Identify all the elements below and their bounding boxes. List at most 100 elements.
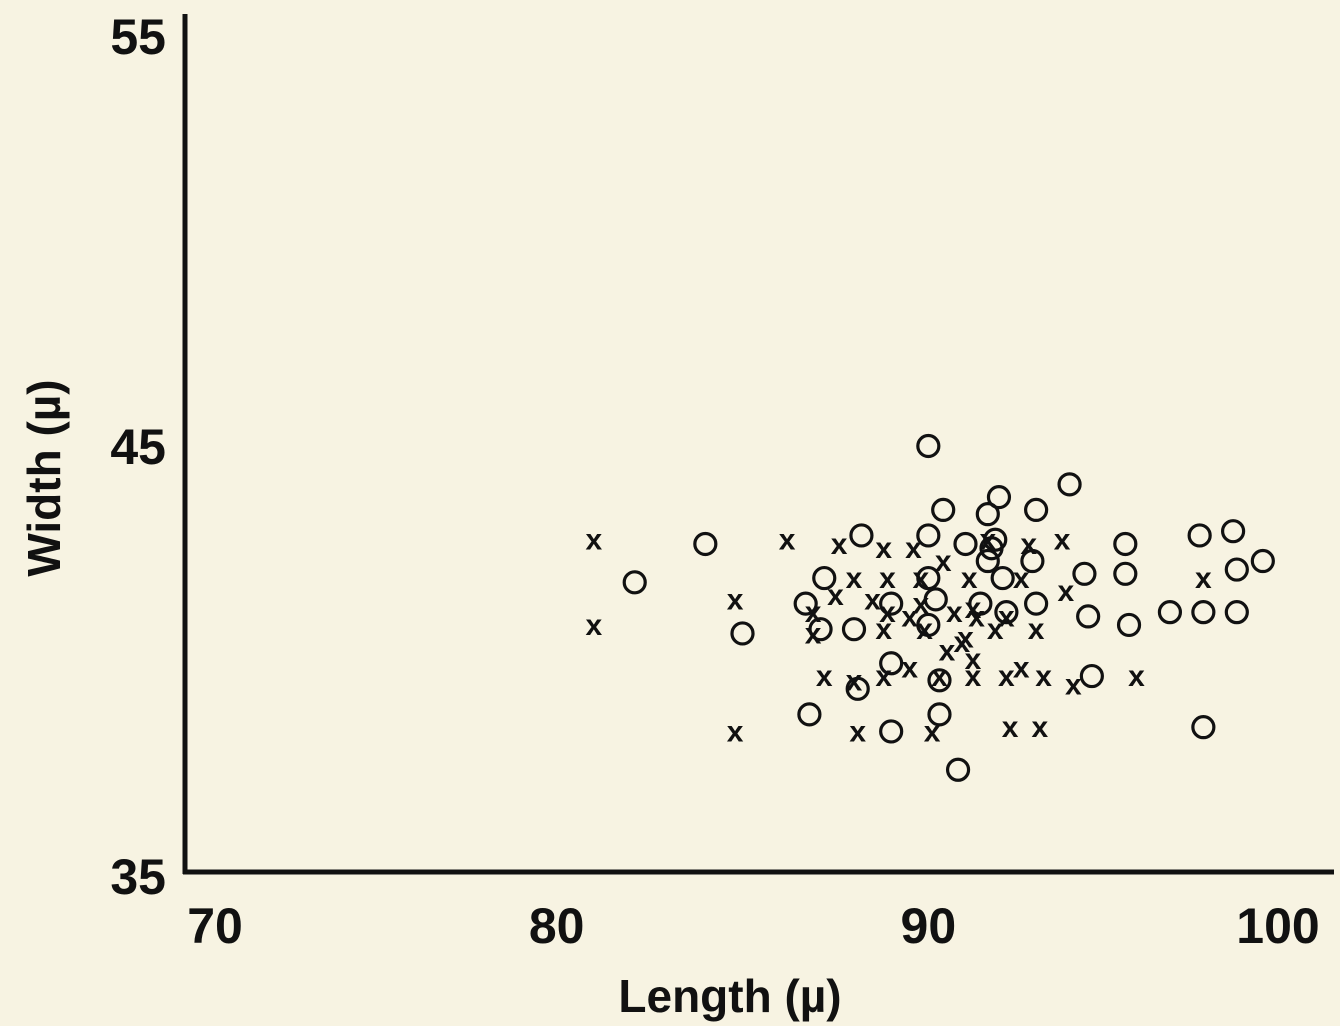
circle-marker xyxy=(797,702,822,727)
y-tick-label: 55 xyxy=(110,9,166,65)
x-marker: x xyxy=(979,524,996,557)
circle-marker xyxy=(1224,600,1249,625)
x-marker: x xyxy=(924,715,941,748)
y-axis-title: Width (µ) xyxy=(18,379,70,576)
x-marker: x xyxy=(585,609,602,642)
circle-marker xyxy=(1076,604,1101,629)
circle-marker xyxy=(1250,548,1275,574)
circle-marker xyxy=(1079,663,1104,689)
x-axis-title: Length (µ) xyxy=(618,970,841,1022)
x-tick-label: 80 xyxy=(529,898,585,954)
x-marker: x xyxy=(1195,562,1212,595)
x-marker: x xyxy=(1054,524,1071,557)
x-marker: x xyxy=(968,600,985,633)
x-marker: x xyxy=(879,596,896,629)
y-tick-labels: 35 45 55 xyxy=(110,9,166,905)
y-tick-label: 45 xyxy=(110,419,166,475)
x-marker: x xyxy=(935,545,952,578)
x-marker: x xyxy=(939,634,956,667)
x-marker: x xyxy=(998,660,1015,693)
x-marker: x xyxy=(957,622,974,655)
circle-marker xyxy=(808,617,833,642)
x-marker: x xyxy=(727,715,744,748)
x-marker: x xyxy=(953,626,970,659)
x-marker: x xyxy=(916,613,933,646)
circle-marker xyxy=(945,757,971,782)
x-marker: x xyxy=(1031,711,1048,744)
x-marker: x xyxy=(585,524,602,557)
circle-marker xyxy=(916,433,941,459)
x-marker: x xyxy=(805,617,822,650)
x-marker: x xyxy=(905,532,922,565)
circle-marker xyxy=(968,591,993,616)
x-tick-label: 70 xyxy=(187,898,243,954)
circle-marker xyxy=(1157,600,1183,625)
x-marker: x xyxy=(1035,660,1052,693)
x-tick-labels: 70 80 90 100 xyxy=(187,898,1320,954)
axes xyxy=(182,14,1334,875)
x-marker: x xyxy=(1028,613,1045,646)
circle-marker xyxy=(1024,591,1049,616)
circle-marker xyxy=(1024,497,1049,522)
circle-marker xyxy=(845,676,870,701)
circle-marker xyxy=(1072,561,1097,586)
circle-marker xyxy=(812,565,837,591)
x-marker: x xyxy=(998,600,1015,633)
circle-marker xyxy=(1057,472,1082,497)
x-marker: x xyxy=(864,583,881,616)
circle-marker xyxy=(879,591,904,616)
circle-marker xyxy=(1020,548,1045,574)
x-marker: x xyxy=(965,643,982,676)
circle-marker xyxy=(927,668,952,693)
x-marker: x xyxy=(1065,669,1082,702)
x-marker: x xyxy=(901,652,918,685)
circle-marker xyxy=(916,523,941,548)
x-marker: x xyxy=(727,583,744,616)
circle-marker xyxy=(1191,715,1216,740)
x-marker: x xyxy=(779,524,796,557)
x-marker: x xyxy=(831,528,848,561)
x-marker: x xyxy=(901,600,918,633)
circle-marker xyxy=(923,587,948,612)
x-marker: x xyxy=(875,660,892,693)
circle-marker xyxy=(1113,531,1138,557)
x-tick-label: 100 xyxy=(1236,898,1319,954)
x-marker: x xyxy=(816,660,833,693)
circle-marker xyxy=(990,565,1015,591)
x-marker: x xyxy=(913,562,930,595)
circle-marker xyxy=(916,565,941,591)
circle-marker xyxy=(975,502,1000,527)
x-marker: x xyxy=(1002,711,1019,744)
circle-marker xyxy=(931,497,956,522)
circle-marker xyxy=(927,702,952,727)
circle-marker xyxy=(953,531,978,557)
circle-marker xyxy=(986,485,1012,510)
x-marker: x xyxy=(879,562,896,595)
circle-marker xyxy=(879,719,904,744)
x-marker: x xyxy=(1013,562,1030,595)
x-marker: x xyxy=(846,562,863,595)
circle-marker xyxy=(979,536,1004,561)
x-marker: x xyxy=(1020,528,1037,561)
x-marker: x xyxy=(913,588,930,621)
data-points: x x x x x x x xxx x x x x x xx x x x xx x x x x xx x x x x xx xx x xxx… xyxy=(585,433,1275,782)
circle-marker xyxy=(879,651,904,676)
circle-marker xyxy=(841,617,867,642)
x-marker: x xyxy=(805,596,822,629)
x-tick-label: 90 xyxy=(901,898,957,954)
circle-marker xyxy=(849,523,874,548)
x-marker: x xyxy=(1013,652,1030,685)
circle-marker xyxy=(793,591,818,616)
x-marker: x xyxy=(875,613,892,646)
y-tick-label: 35 xyxy=(110,849,166,905)
x-marker: x xyxy=(987,613,1004,646)
circle-marker xyxy=(730,621,755,646)
x-marker: x xyxy=(961,562,978,595)
x-marker: x xyxy=(875,532,892,565)
circle-marker xyxy=(1187,523,1212,548)
circle-marker xyxy=(1191,600,1216,625)
circle-marker xyxy=(1113,561,1138,586)
circle-marker xyxy=(994,600,1019,625)
x-marker: x xyxy=(965,660,982,693)
circle-marker xyxy=(975,548,1000,574)
